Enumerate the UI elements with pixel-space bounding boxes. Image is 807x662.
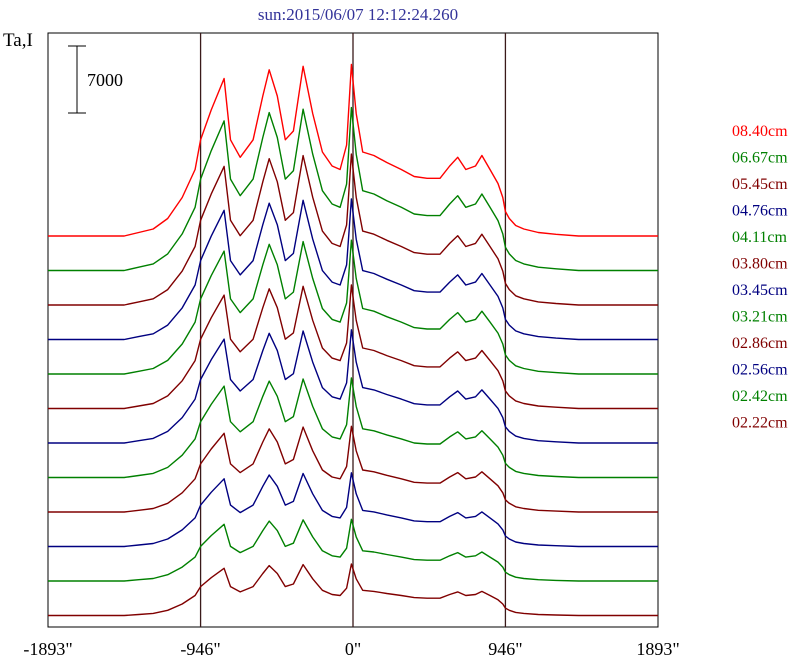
legend-entry: 04.11cm: [732, 229, 788, 246]
scale-bar-label: 7000: [87, 70, 123, 90]
series-line-02.42cm: [48, 518, 658, 582]
legend-entry: 08.40cm: [732, 123, 788, 140]
legend: 08.40cm 06.67cm 05.45cm 04.76cm 04.11cm 03.80…: [732, 123, 788, 432]
series-line-02.56cm: [48, 472, 658, 548]
legend-entry: 06.67cm: [732, 150, 788, 167]
x-tick-label: -946": [180, 639, 220, 659]
series-line-03.80cm: [48, 284, 658, 410]
series-line-03.21cm: [48, 377, 658, 479]
series-line-04.76cm: [48, 198, 658, 341]
series-line-08.40cm: [48, 63, 658, 237]
x-tick-label: 946": [488, 639, 522, 659]
x-tick-label: -1893": [23, 639, 72, 659]
series-line-02.86cm: [48, 425, 658, 513]
series-line-02.22cm: [48, 563, 658, 617]
legend-entry: 02.22cm: [732, 415, 788, 432]
series-line-04.11cm: [48, 239, 658, 375]
series-lines: [48, 63, 658, 617]
legend-entry: 02.86cm: [732, 335, 788, 352]
chart-title: sun:2015/06/07 12:12:24.260: [258, 5, 458, 24]
scale-bar: 7000: [68, 45, 123, 114]
legend-entry: 03.45cm: [732, 282, 788, 299]
series-line-06.67cm: [48, 106, 658, 272]
series-line-05.45cm: [48, 153, 658, 306]
x-tick-label: 0": [345, 639, 361, 659]
x-tick-label: 1893": [636, 639, 679, 659]
series-line-03.45cm: [48, 329, 658, 444]
y-axis-label: Ta,I: [3, 30, 33, 51]
legend-entry: 02.42cm: [732, 388, 788, 405]
legend-entry: 03.80cm: [732, 256, 788, 273]
legend-entry: 04.76cm: [732, 203, 788, 220]
legend-entry: 03.21cm: [732, 309, 788, 326]
legend-entry: 02.56cm: [732, 362, 788, 379]
vertical-markers: [199, 33, 507, 627]
legend-entry: 05.45cm: [732, 176, 788, 193]
x-tick-labels: -1893" -946" 0" 946" 1893": [23, 639, 679, 659]
